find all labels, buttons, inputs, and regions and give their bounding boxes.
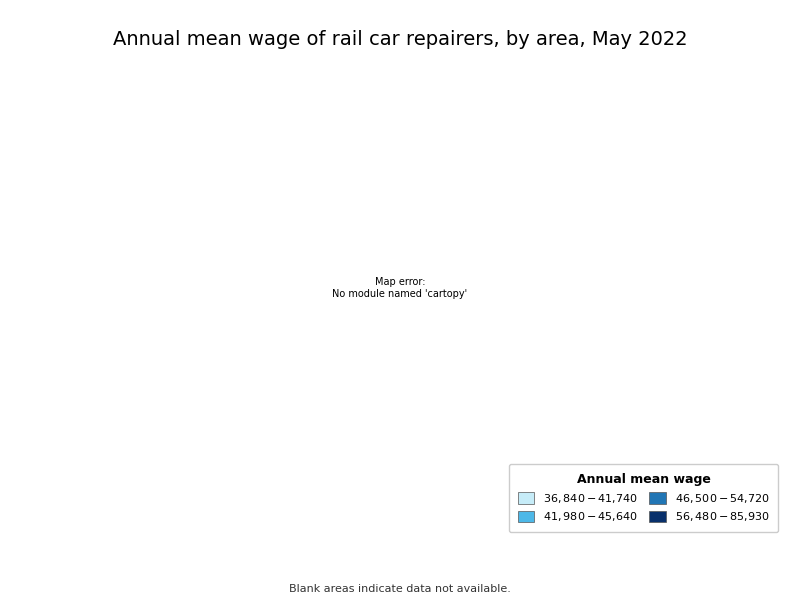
Legend: $36,840 - $41,740, $41,980 - $45,640, $46,500 - $54,720, $56,480 - $85,930: $36,840 - $41,740, $41,980 - $45,640, $4… — [509, 464, 778, 532]
Text: Blank areas indicate data not available.: Blank areas indicate data not available. — [289, 584, 511, 594]
Text: Annual mean wage of rail car repairers, by area, May 2022: Annual mean wage of rail car repairers, … — [113, 30, 687, 49]
Text: Map error:
No module named 'cartopy': Map error: No module named 'cartopy' — [333, 277, 467, 299]
